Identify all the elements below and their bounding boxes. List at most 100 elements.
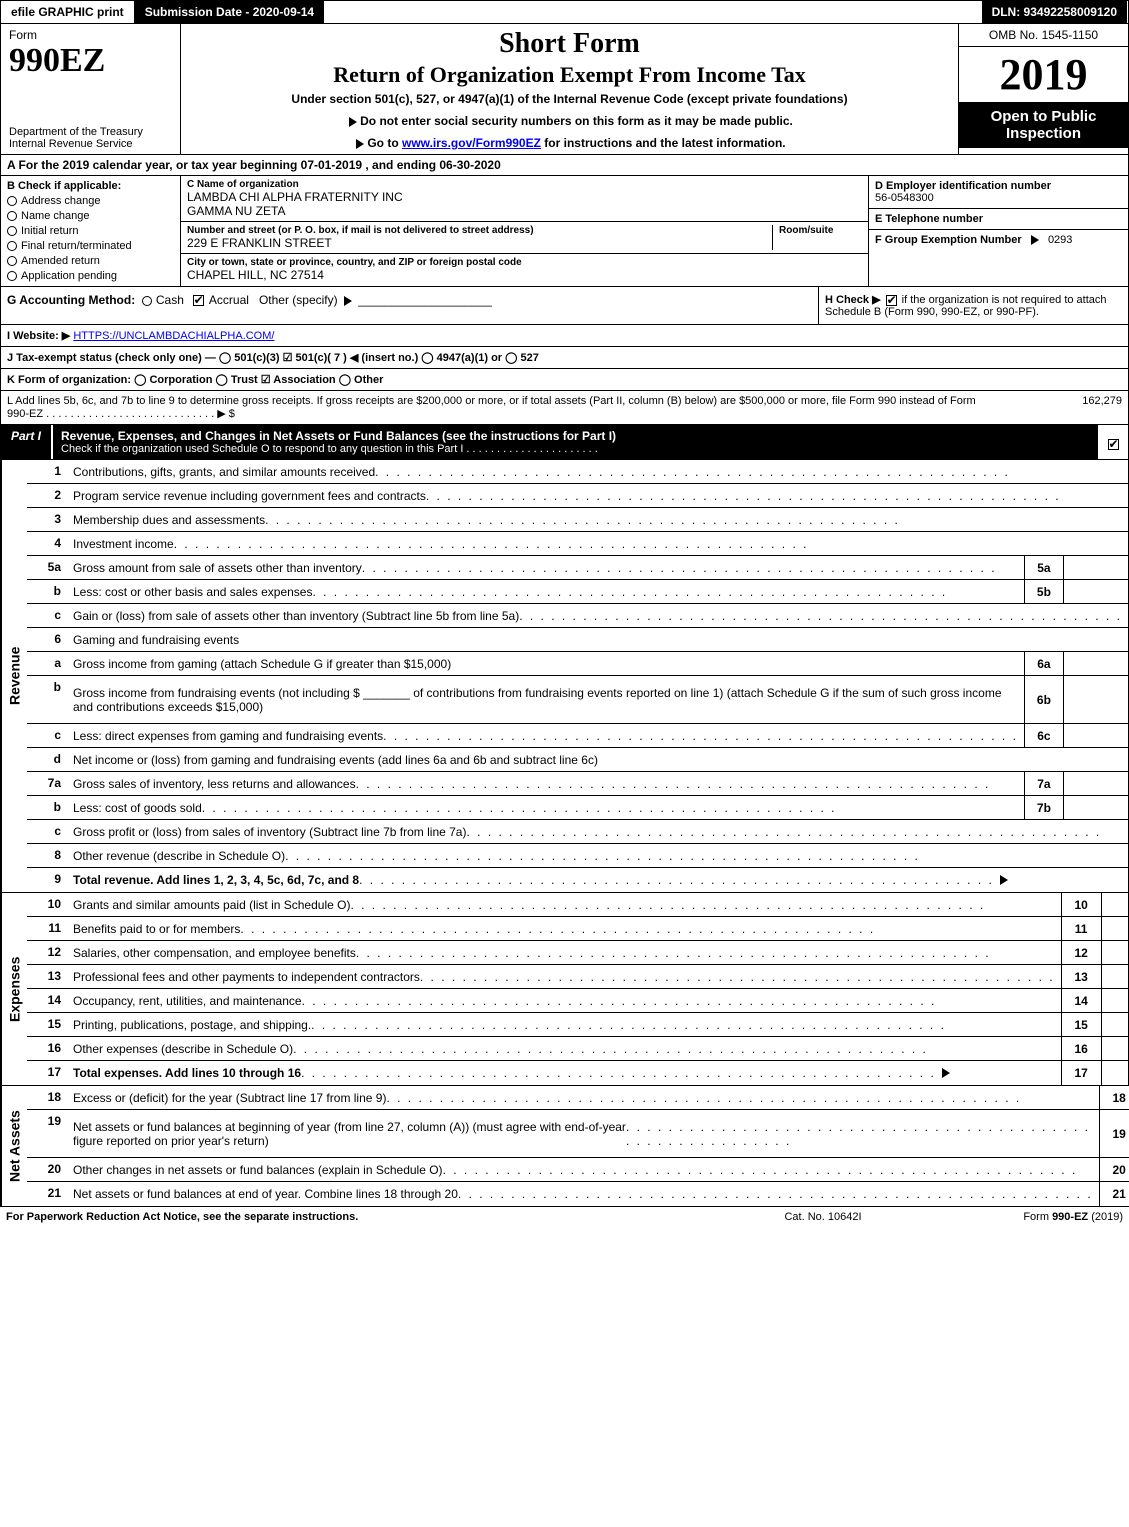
opt-amended-return[interactable]: Amended return [7, 255, 174, 267]
line-18: 18 Excess or (deficit) for the year (Sub… [27, 1086, 1129, 1110]
line-6c: c Less: direct expenses from gaming and … [27, 724, 1129, 748]
line-6a: a Gross income from gaming (attach Sched… [27, 652, 1129, 676]
line-6: 6 Gaming and fundraising events [27, 628, 1129, 652]
line-10: 10 Grants and similar amounts paid (list… [27, 893, 1129, 917]
net-assets-side-label: Net Assets [1, 1086, 27, 1206]
line-4: 4 Investment income 4 [27, 532, 1129, 556]
expenses-section: Expenses 10 Grants and similar amounts p… [0, 893, 1129, 1086]
line-9: 9 Total revenue. Add lines 1, 2, 3, 4, 5… [27, 868, 1129, 892]
opt-application-pending[interactable]: Application pending [7, 270, 174, 282]
city-value: CHAPEL HILL, NC 27514 [187, 268, 862, 282]
form-footer-id: Form 990-EZ (2019) [923, 1211, 1123, 1223]
row-g: G Accounting Method: Cash Accrual Other … [1, 287, 818, 324]
line-15: 15 Printing, publications, postage, and … [27, 1013, 1129, 1037]
open-inspection: Open to Public Inspection [959, 102, 1128, 148]
part-1-header: Part I Revenue, Expenses, and Changes in… [0, 425, 1129, 460]
group-exemption-value: 0293 [1048, 234, 1072, 246]
row-a-tax-year: A For the 2019 calendar year, or tax yea… [0, 155, 1129, 176]
phone-label: E Telephone number [875, 213, 1122, 225]
city-label: City or town, state or province, country… [187, 257, 862, 268]
section-def: D Employer identification number 56-0548… [868, 176, 1128, 286]
section-c: C Name of organization LAMBDA CHI ALPHA … [181, 176, 868, 286]
section-b: B Check if applicable: Address change Na… [1, 176, 181, 286]
page-footer: For Paperwork Reduction Act Notice, see … [0, 1207, 1129, 1227]
line-8: 8 Other revenue (describe in Schedule O)… [27, 844, 1129, 868]
line-11: 11 Benefits paid to or for members 11 [27, 917, 1129, 941]
row-l-text: L Add lines 5b, 6c, and 7b to line 9 to … [7, 395, 992, 420]
line-7a: 7a Gross sales of inventory, less return… [27, 772, 1129, 796]
efile-print-button[interactable]: efile GRAPHIC print [1, 1, 135, 23]
line-19: 19 Net assets or fund balances at beginn… [27, 1110, 1129, 1158]
opt-final-return[interactable]: Final return/terminated [7, 240, 174, 252]
line-7c: c Gross profit or (loss) from sales of i… [27, 820, 1129, 844]
omb-number: OMB No. 1545-1150 [959, 24, 1128, 47]
form-title-block: Short Form Return of Organization Exempt… [181, 24, 958, 154]
part-1-subtitle: Check if the organization used Schedule … [61, 443, 1090, 455]
line-5b: b Less: cost or other basis and sales ex… [27, 580, 1129, 604]
org-name-value: LAMBDA CHI ALPHA FRATERNITY INC GAMMA NU… [187, 190, 862, 218]
line-13: 13 Professional fees and other payments … [27, 965, 1129, 989]
dept-treasury: Department of the Treasury [9, 126, 172, 138]
opt-name-change[interactable]: Name change [7, 210, 174, 222]
line-2: 2 Program service revenue including gove… [27, 484, 1129, 508]
line-14: 14 Occupancy, rent, utilities, and maint… [27, 989, 1129, 1013]
website-link[interactable]: HTTPS://UNCLAMBDACHIALPHA.COM/ [73, 330, 274, 342]
cat-number: Cat. No. 10642I [723, 1211, 923, 1223]
row-l-gross-receipts: L Add lines 5b, 6c, and 7b to line 9 to … [0, 391, 1129, 425]
line-5c: c Gain or (loss) from sale of assets oth… [27, 604, 1129, 628]
form-id-block: Form 990EZ Department of the Treasury In… [1, 24, 181, 154]
form-header: Form 990EZ Department of the Treasury In… [0, 24, 1129, 155]
form-word: Form [9, 28, 37, 42]
ein-value: 56-0548300 [875, 192, 1122, 204]
line-5a: 5a Gross amount from sale of assets othe… [27, 556, 1129, 580]
main-title: Return of Organization Exempt From Incom… [189, 62, 950, 88]
irs-link-line: Go to www.irs.gov/Form990EZ for instruct… [189, 136, 950, 150]
row-h: H Check ▶ if the organization is not req… [818, 287, 1128, 324]
accrual-checkbox[interactable] [193, 295, 204, 306]
row-j-tax-status: J Tax-exempt status (check only one) — ◯… [0, 347, 1129, 369]
top-bar: efile GRAPHIC print Submission Date - 20… [0, 0, 1129, 24]
section-b-header: B Check if applicable: [7, 180, 174, 192]
group-exemption-label: F Group Exemption Number [875, 234, 1022, 246]
row-k-org-form: K Form of organization: ◯ Corporation ◯ … [0, 369, 1129, 391]
dln-label: DLN: 93492258009120 [982, 1, 1128, 23]
part-1-tag: Part I [1, 425, 53, 459]
line-17: 17 Total expenses. Add lines 10 through … [27, 1061, 1129, 1085]
org-name-label: C Name of organization [187, 179, 862, 190]
schedule-b-checkbox[interactable] [886, 295, 897, 306]
opt-initial-return[interactable]: Initial return [7, 225, 174, 237]
row-gh: G Accounting Method: Cash Accrual Other … [0, 287, 1129, 325]
section-bcdef: B Check if applicable: Address change Na… [0, 176, 1129, 287]
row-l-amount: 162,279 [992, 395, 1122, 420]
room-label: Room/suite [779, 225, 862, 236]
line-1: 1 Contributions, gifts, grants, and simi… [27, 460, 1129, 484]
short-form-title: Short Form [189, 28, 950, 60]
part-1-schedule-o-checkbox[interactable] [1108, 439, 1119, 450]
part-1-title: Revenue, Expenses, and Changes in Net As… [61, 429, 616, 443]
opt-address-change[interactable]: Address change [7, 195, 174, 207]
subtitle: Under section 501(c), 527, or 4947(a)(1)… [189, 92, 950, 106]
paperwork-notice: For Paperwork Reduction Act Notice, see … [6, 1211, 723, 1223]
line-3: 3 Membership dues and assessments 3 [27, 508, 1129, 532]
form-right-block: OMB No. 1545-1150 2019 Open to Public In… [958, 24, 1128, 154]
ein-label: D Employer identification number [875, 180, 1122, 192]
irs-link[interactable]: www.irs.gov/Form990EZ [402, 136, 541, 150]
line-12: 12 Salaries, other compensation, and emp… [27, 941, 1129, 965]
net-assets-section: Net Assets 18 Excess or (deficit) for th… [0, 1086, 1129, 1207]
line-21: 21 Net assets or fund balances at end of… [27, 1182, 1129, 1206]
line-6d: d Net income or (loss) from gaming and f… [27, 748, 1129, 772]
line-6b: b Gross income from fundraising events (… [27, 676, 1129, 724]
revenue-side-label: Revenue [1, 460, 27, 892]
row-i-website: I Website: ▶ HTTPS://UNCLAMBDACHIALPHA.C… [0, 325, 1129, 347]
ssn-warning: Do not enter social security numbers on … [189, 114, 950, 128]
expenses-side-label: Expenses [1, 893, 27, 1085]
street-value: 229 E FRANKLIN STREET [187, 236, 772, 250]
form-code: 990EZ [9, 42, 105, 79]
street-label: Number and street (or P. O. box, if mail… [187, 225, 772, 236]
revenue-section: Revenue 1 Contributions, gifts, grants, … [0, 460, 1129, 893]
line-20: 20 Other changes in net assets or fund b… [27, 1158, 1129, 1182]
submission-date-label: Submission Date - 2020-09-14 [135, 1, 325, 23]
line-16: 16 Other expenses (describe in Schedule … [27, 1037, 1129, 1061]
irs-label: Internal Revenue Service [9, 138, 172, 150]
line-7b: b Less: cost of goods sold 7b [27, 796, 1129, 820]
